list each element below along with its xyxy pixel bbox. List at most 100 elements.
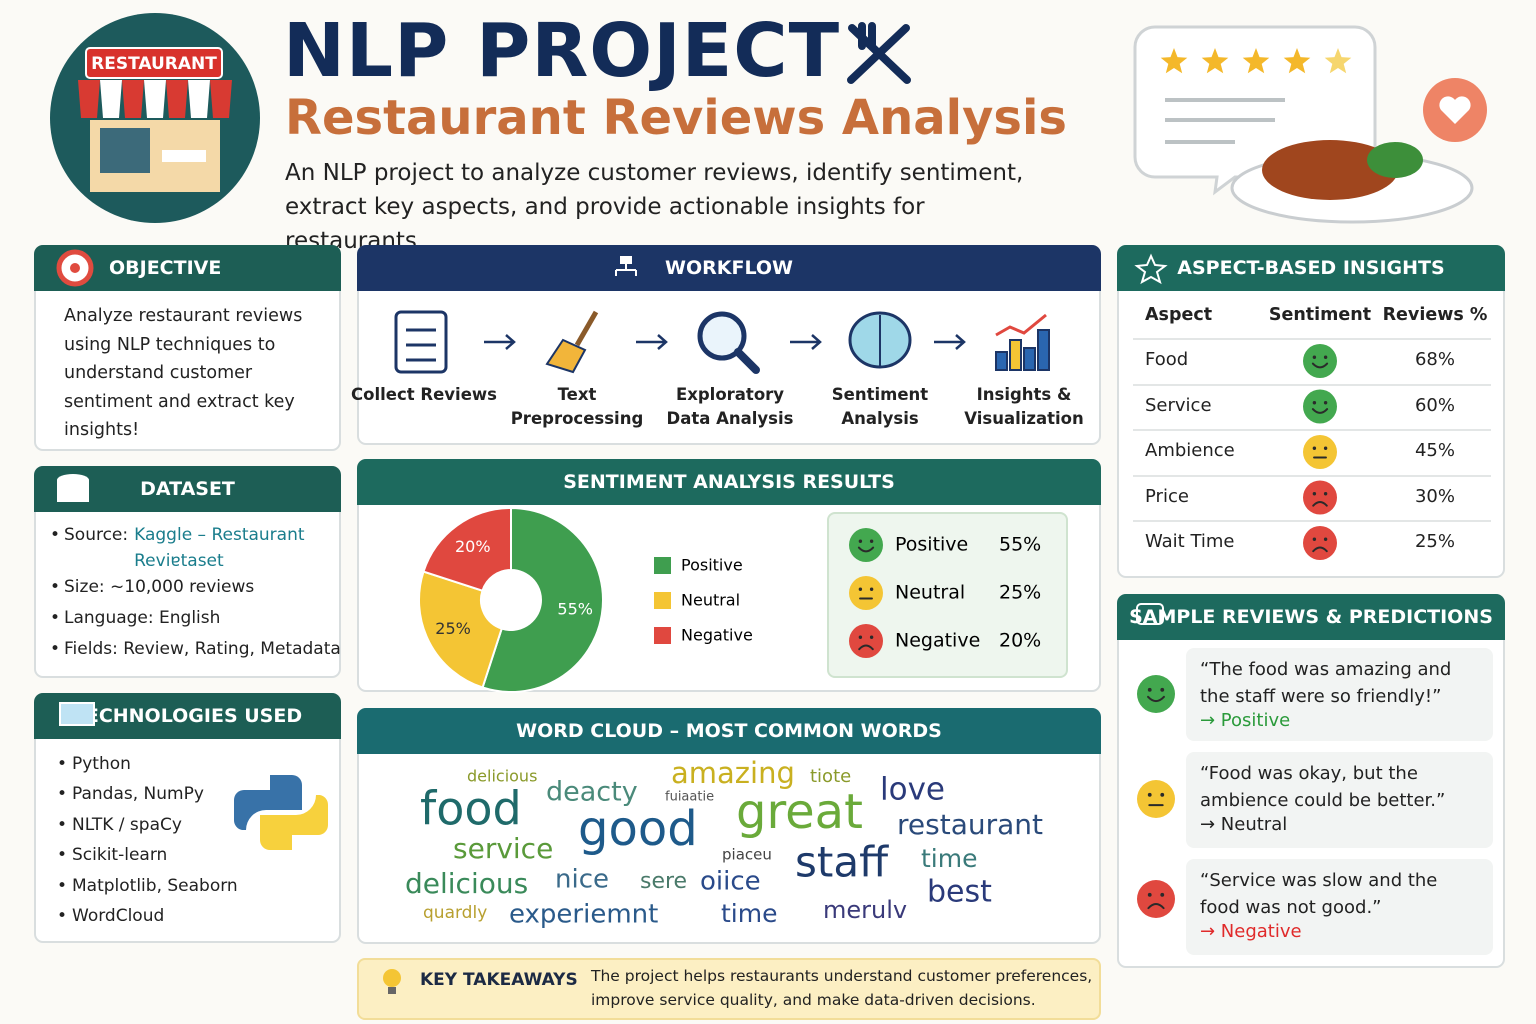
eye <box>1323 355 1328 359</box>
arrow <box>636 334 668 350</box>
stats-value: 55% <box>999 534 1041 556</box>
legend-label: Negative <box>681 626 753 645</box>
eye <box>1147 892 1152 897</box>
review-text: “Service was slow and the food was not g… <box>1200 870 1438 918</box>
clipboard-icon <box>394 310 448 374</box>
bullet: • <box>57 754 68 774</box>
takeaways-text: The project helps restaurants understand… <box>591 967 1093 1009</box>
cloud-word: oiice <box>700 867 761 897</box>
eye <box>869 635 874 639</box>
panel-header <box>357 245 1101 291</box>
row-divider <box>1133 429 1491 431</box>
arrow <box>934 334 966 350</box>
laptop-icon <box>59 702 95 726</box>
workflow-icon <box>620 256 632 264</box>
bulb-base <box>388 987 396 994</box>
mouth <box>1312 501 1328 507</box>
eye <box>869 539 874 543</box>
bullet: • <box>50 639 61 659</box>
table-header: Reviews % <box>1382 305 1488 325</box>
review-text: “The food was amazing and the staff were… <box>1200 659 1452 707</box>
panel-header <box>1117 245 1505 291</box>
panel-title: OBJECTIVE <box>109 257 222 279</box>
eye <box>1147 687 1152 692</box>
python-logo <box>260 795 329 850</box>
chart-icon-line <box>995 313 1047 337</box>
target-icon <box>70 263 80 273</box>
cloud-word: quardly <box>423 903 487 923</box>
dataset-item: Fields: Review, Rating, Metadata <box>64 639 341 659</box>
eye <box>1323 537 1328 541</box>
legend-label: Neutral <box>681 591 740 610</box>
donut-hole <box>481 570 541 630</box>
description: An NLP project to analyze customer revie… <box>285 160 1024 254</box>
cloud-word: good <box>578 801 698 857</box>
cloud-word: best <box>927 875 992 910</box>
cloud-word: merulv <box>823 896 907 924</box>
chat-icon <box>1136 603 1164 625</box>
cloud-word: fuiaatie <box>665 790 714 805</box>
source-label: Source: <box>64 525 129 545</box>
eye <box>869 587 874 591</box>
magnifier-handle <box>734 348 760 374</box>
review-card <box>1186 859 1493 955</box>
workflow-step-label: Insights & Visualization <box>964 385 1084 428</box>
mouth <box>1311 362 1329 369</box>
eye <box>858 587 863 591</box>
eye <box>1312 537 1317 541</box>
face <box>1303 526 1337 560</box>
cloud-word: time <box>721 899 777 928</box>
title: NLP PROJECT <box>283 8 841 94</box>
eye <box>1147 792 1152 797</box>
panel-title: WORD CLOUD – MOST COMMON WORDS <box>516 720 942 742</box>
arrow <box>790 334 822 350</box>
aspect-name: Food <box>1145 349 1189 370</box>
arrow <box>484 334 516 350</box>
eye <box>1160 892 1165 897</box>
face <box>1303 435 1337 469</box>
stats-value: 25% <box>999 582 1041 604</box>
bullet: • <box>50 608 61 628</box>
heart <box>1439 96 1471 124</box>
dataset-source: • Source: Kaggle – Restaurant Reviɐtaset <box>50 522 335 574</box>
aspect-name: Price <box>1145 485 1189 507</box>
aspect-share: 68% <box>1414 349 1455 370</box>
subtitle: Restaurant Reviews Analysis <box>285 90 1067 146</box>
cloud-word: amazing <box>671 756 795 790</box>
aspect-name: Wait Time <box>1145 531 1235 552</box>
chart-icon-bar <box>1023 347 1036 371</box>
aspect-share: 25% <box>1414 531 1455 552</box>
takeaways-title: KEY TAKEAWAYS <box>420 970 578 990</box>
face <box>1303 389 1337 424</box>
badge-text: RESTAURANT <box>91 54 217 74</box>
eye <box>1160 687 1165 692</box>
workflow-step-label: Collect Reviews <box>351 385 497 404</box>
cloud-word: piaceu <box>722 846 772 864</box>
star <box>1201 48 1229 74</box>
bullet: • <box>57 784 68 805</box>
bullet: • <box>50 525 61 545</box>
review-prediction: → Positive <box>1200 710 1291 731</box>
cloud-word: time <box>921 844 977 873</box>
aspect-share: 60% <box>1414 394 1455 416</box>
chart-icon-bar <box>995 351 1008 371</box>
panel-header <box>1117 594 1505 640</box>
broom-head <box>545 338 587 374</box>
workflow-step-label: Text Preprocessing <box>510 385 644 428</box>
chart-icon-bar <box>1009 339 1022 371</box>
row-divider <box>1133 474 1491 477</box>
mouth <box>858 644 874 651</box>
row-divider <box>1133 383 1491 386</box>
eye <box>1323 492 1328 496</box>
aspect-name: Ambience <box>1145 440 1235 461</box>
bullet: • <box>57 875 68 896</box>
pie-label: 25% <box>435 619 471 638</box>
cloud-word: nice <box>555 865 609 895</box>
face <box>1137 780 1175 818</box>
panel-title: SAMPLE REVIEWS & PREDICTIONS <box>1129 606 1493 628</box>
bullet: • <box>57 845 68 866</box>
review-card <box>1186 752 1493 848</box>
cloud-word: restaurant <box>897 808 1043 841</box>
awning-stripe <box>78 80 100 118</box>
